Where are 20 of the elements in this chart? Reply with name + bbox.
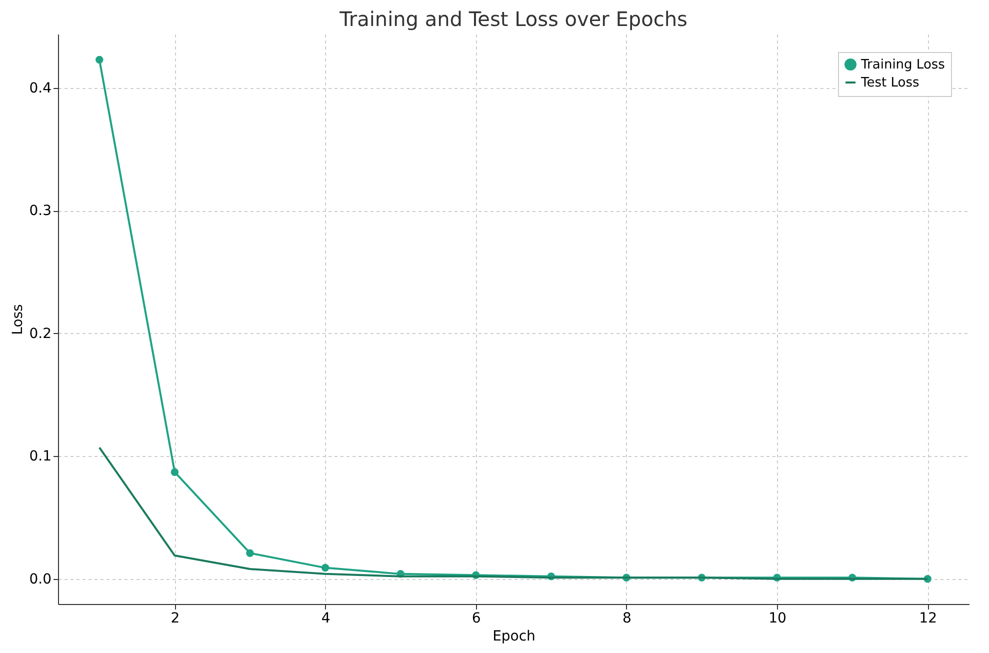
x-tick-label: 12 (919, 610, 938, 626)
x-tick-label: 8 (622, 610, 632, 626)
y-tick-label: 0.0 (29, 571, 52, 588)
x-axis-title: Epoch (492, 628, 536, 644)
x-tick-label: 6 (472, 610, 481, 626)
point (170, 468, 179, 476)
y-tick-label: 0.3 (29, 203, 52, 220)
legend-label: Test Loss (860, 76, 920, 90)
point (96, 56, 104, 64)
y-tick-label: 0.4 (29, 80, 52, 96)
point (246, 549, 254, 557)
x-tick-label: 2 (170, 610, 180, 626)
point (321, 564, 330, 572)
y-axis-title: Loss (10, 304, 26, 335)
x-tick-label: 10 (768, 610, 786, 626)
chart-title: Training and Test Loss over Epochs (338, 7, 688, 31)
y-tick-label: 0.1 (29, 448, 52, 465)
legend-label: Training Loss (860, 58, 946, 72)
x-tick-label: 4 (321, 610, 330, 626)
y-tick-label: 0.2 (29, 326, 52, 342)
